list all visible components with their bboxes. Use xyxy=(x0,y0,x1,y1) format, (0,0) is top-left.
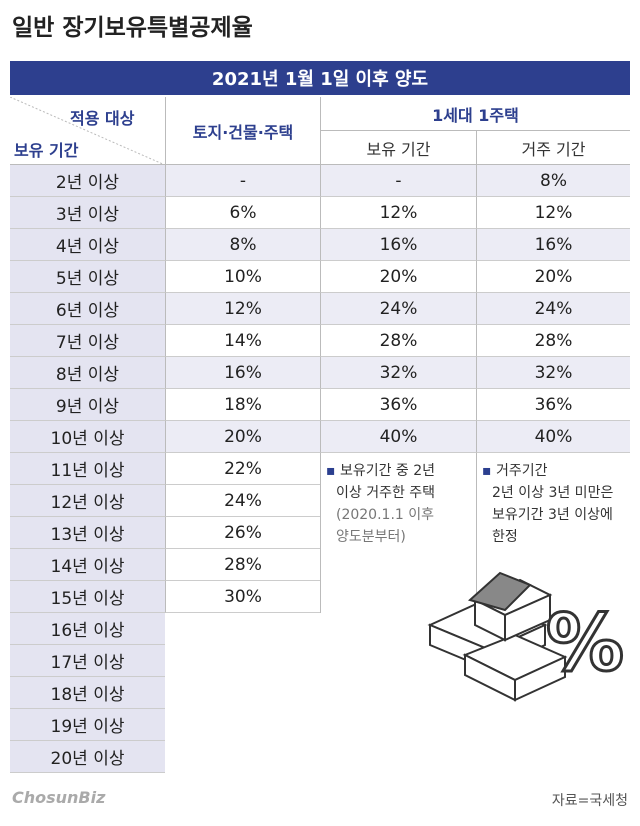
header-group: 1세대 1주택 xyxy=(320,97,630,131)
cell: 4년 이상 xyxy=(10,229,165,261)
note-line: 양도분부터) xyxy=(336,529,406,545)
header-period: 보유 기간 xyxy=(14,141,79,160)
title: 일반 장기보유특별공제율 xyxy=(12,15,253,41)
note-line: 2년 이상 3년 미만은 xyxy=(492,485,614,501)
diagonal xyxy=(10,97,165,165)
cell: 11년 이상 xyxy=(10,453,165,485)
cell: 28% xyxy=(320,325,476,357)
cell: 16% xyxy=(320,229,476,261)
cell: 9년 이상 xyxy=(10,389,165,421)
cell: 16% xyxy=(476,229,630,261)
source: 자료=국세청 xyxy=(551,793,628,809)
cell: 17년 이상 xyxy=(10,645,165,677)
logo: ChosunBiz xyxy=(12,788,106,807)
note-line: 거주기간 xyxy=(482,460,613,482)
house-illustration: % xyxy=(427,571,626,702)
cell: 3년 이상 xyxy=(10,197,165,229)
cell: 8% xyxy=(165,229,320,261)
header-target: 적용 대상 xyxy=(70,109,135,128)
cell: 24% xyxy=(165,485,320,517)
note-line: 보유기간 3년 이상에 xyxy=(492,507,613,523)
cell: 8년 이상 xyxy=(10,357,165,389)
cell: 26% xyxy=(165,517,320,549)
cell: 24% xyxy=(320,293,476,325)
cell: - xyxy=(165,165,320,197)
note-line: (2020.1.1 이후 xyxy=(336,507,435,523)
cell: 15년 이상 xyxy=(10,581,165,613)
note-line: 한정 xyxy=(492,529,518,545)
cell: - xyxy=(320,165,476,197)
cell: 20% xyxy=(320,261,476,293)
note-line: 보유기간 중 2년 xyxy=(326,460,435,482)
cell: 2년 이상 xyxy=(10,165,165,197)
cell: 40% xyxy=(320,421,476,453)
cell: 6년 이상 xyxy=(10,293,165,325)
cell: 10년 이상 xyxy=(10,421,165,453)
header-land: 토지·건물·주택 xyxy=(165,97,320,165)
banner: 2021년 1월 1일 이후 양도 xyxy=(10,61,630,95)
cell: 18년 이상 xyxy=(10,677,165,709)
cell: 8% xyxy=(476,165,630,197)
cell: 36% xyxy=(320,389,476,421)
cell: 32% xyxy=(476,357,630,389)
note-line: 이상 거주한 주택 xyxy=(336,485,436,501)
divider xyxy=(320,453,321,613)
cell: 12% xyxy=(320,197,476,229)
cell: 22% xyxy=(165,453,320,485)
header-residence: 거주 기간 xyxy=(476,131,630,165)
cell: 18% xyxy=(165,389,320,421)
cell: 20년 이상 xyxy=(10,741,165,773)
cell: 20% xyxy=(476,261,630,293)
cell: 12% xyxy=(476,197,630,229)
cell: 5년 이상 xyxy=(10,261,165,293)
cell: 20% xyxy=(165,421,320,453)
cell: 32% xyxy=(320,357,476,389)
cell: 24% xyxy=(476,293,630,325)
cell: 36% xyxy=(476,389,630,421)
cell: 12% xyxy=(165,293,320,325)
cell: 10% xyxy=(165,261,320,293)
divider xyxy=(476,453,477,613)
header-hold: 보유 기간 xyxy=(320,131,476,165)
cell: 14년 이상 xyxy=(10,549,165,581)
cell: 16% xyxy=(165,357,320,389)
header: 적용 대상 보유 기간 토지·건물·주택 1세대 1주택 보유 기간 거주 기간 xyxy=(10,97,630,165)
percent-icon: % xyxy=(546,599,624,689)
cell: 13년 이상 xyxy=(10,517,165,549)
cell: 12년 이상 xyxy=(10,485,165,517)
cell: 16년 이상 xyxy=(10,613,165,645)
cell: 6% xyxy=(165,197,320,229)
cell: 28% xyxy=(476,325,630,357)
cell: 19년 이상 xyxy=(10,709,165,741)
cell: 28% xyxy=(165,549,320,581)
cell: 14% xyxy=(165,325,320,357)
cell: 7년 이상 xyxy=(10,325,165,357)
cell: 40% xyxy=(476,421,630,453)
cell: 30% xyxy=(165,581,320,613)
